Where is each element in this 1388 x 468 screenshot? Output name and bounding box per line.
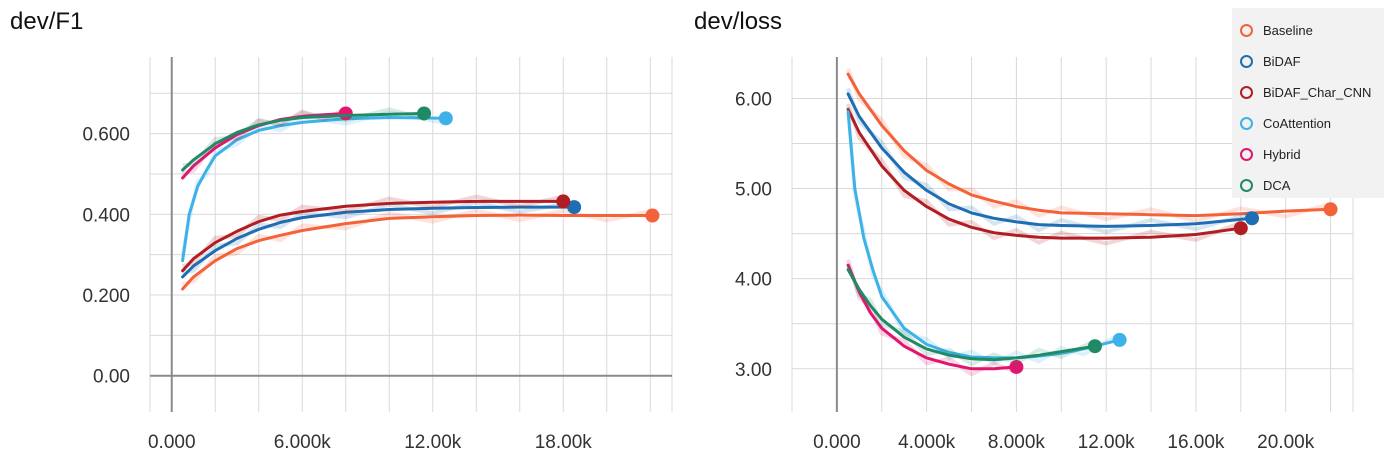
- series-end-point[interactable]: [645, 208, 660, 223]
- x-tick-label: 20.00k: [1257, 432, 1315, 453]
- series-line-baseline[interactable]: [846, 72, 1333, 218]
- series-line-bidaf[interactable]: [846, 92, 1254, 228]
- series-line-dca[interactable]: [846, 268, 1097, 362]
- chart-title-loss: dev/loss: [694, 8, 783, 35]
- series-line-dca[interactable]: [181, 112, 426, 172]
- y-tick-label: 3.00: [735, 360, 772, 381]
- legend-item[interactable]: DCA: [1240, 175, 1290, 195]
- chart-legend: Baseline BiDAF BiDAF_Char_CNN CoAttentio…: [1232, 8, 1384, 198]
- series-line-baseline[interactable]: [181, 213, 654, 291]
- legend-label: BiDAF_Char_CNN: [1263, 84, 1372, 100]
- series-end-point[interactable]: [1323, 202, 1338, 217]
- x-tick-label: 0.000: [813, 432, 861, 453]
- series-line-hybrid[interactable]: [846, 263, 1018, 371]
- series-raw-line: [180, 110, 447, 257]
- legend-label: DCA: [1263, 177, 1291, 193]
- x-tick-label: 12.00k: [404, 432, 462, 453]
- legend-swatch-icon: [1240, 23, 1253, 37]
- y-tick-label: 6.00: [735, 89, 772, 110]
- legend-swatch-icon: [1240, 147, 1253, 161]
- x-tick-label: 16.00k: [1167, 432, 1225, 453]
- legend-item[interactable]: Baseline: [1240, 20, 1313, 40]
- series-raw-line: [182, 194, 564, 268]
- series-end-point[interactable]: [1087, 339, 1102, 354]
- legend-swatch-icon: [1240, 116, 1253, 130]
- series-line-coattention[interactable]: [181, 116, 448, 263]
- loss-chart[interactable]: 3.00 4.00 5.00 6.00 0.000 4.000k 8.000k 12.00k 1…: [690, 0, 1388, 468]
- legend-label: BiDAF: [1263, 53, 1301, 69]
- x-tick-label: 6.000k: [274, 432, 332, 453]
- f1-chart[interactable]: 0.00 0.200 0.400 0.600 0.000 6.000k 12.00k 18.0…: [0, 0, 690, 468]
- x-tick-label: 12.00k: [1078, 432, 1136, 453]
- legend-label: CoAttention: [1263, 115, 1331, 131]
- series-end-point[interactable]: [567, 200, 582, 215]
- series-line-bidaf_char_cnn[interactable]: [846, 107, 1243, 240]
- series-end-point[interactable]: [1009, 359, 1024, 374]
- legend-swatch-icon: [1240, 178, 1253, 192]
- x-tick-label: 4.000k: [898, 432, 956, 453]
- legend-item[interactable]: CoAttention: [1240, 113, 1331, 133]
- series-end-point[interactable]: [1233, 221, 1248, 236]
- series-line-bidaf_char_cnn[interactable]: [181, 199, 565, 273]
- y-tick-label: 4.00: [735, 270, 772, 291]
- series-end-point[interactable]: [556, 194, 571, 209]
- series-end-point[interactable]: [417, 106, 432, 121]
- legend-swatch-icon: [1240, 54, 1253, 68]
- y-tick-label: 0.200: [82, 286, 130, 307]
- legend-item[interactable]: BiDAF_Char_CNN: [1240, 82, 1371, 102]
- series-raw-line: [846, 263, 1096, 367]
- legend-item[interactable]: BiDAF: [1240, 51, 1301, 71]
- x-tick-label: 0.000: [148, 432, 196, 453]
- series-end-point[interactable]: [1112, 332, 1127, 347]
- series-line-bidaf[interactable]: [181, 205, 576, 279]
- series-raw-line: [182, 106, 347, 176]
- legend-item[interactable]: Hybrid: [1240, 144, 1301, 164]
- y-tick-label: 0.00: [93, 367, 130, 388]
- y-tick-label: 5.00: [735, 180, 772, 201]
- series-end-point[interactable]: [438, 111, 453, 126]
- legend-label: Baseline: [1263, 22, 1313, 38]
- x-tick-label: 8.000k: [988, 432, 1046, 453]
- y-tick-label: 0.400: [82, 205, 130, 226]
- series-end-point[interactable]: [1245, 211, 1260, 226]
- y-tick-label: 0.600: [82, 125, 130, 146]
- legend-swatch-icon: [1240, 85, 1253, 99]
- chart-title-f1: dev/F1: [10, 8, 84, 35]
- legend-label: Hybrid: [1263, 146, 1301, 162]
- x-tick-label: 18.00k: [535, 432, 593, 453]
